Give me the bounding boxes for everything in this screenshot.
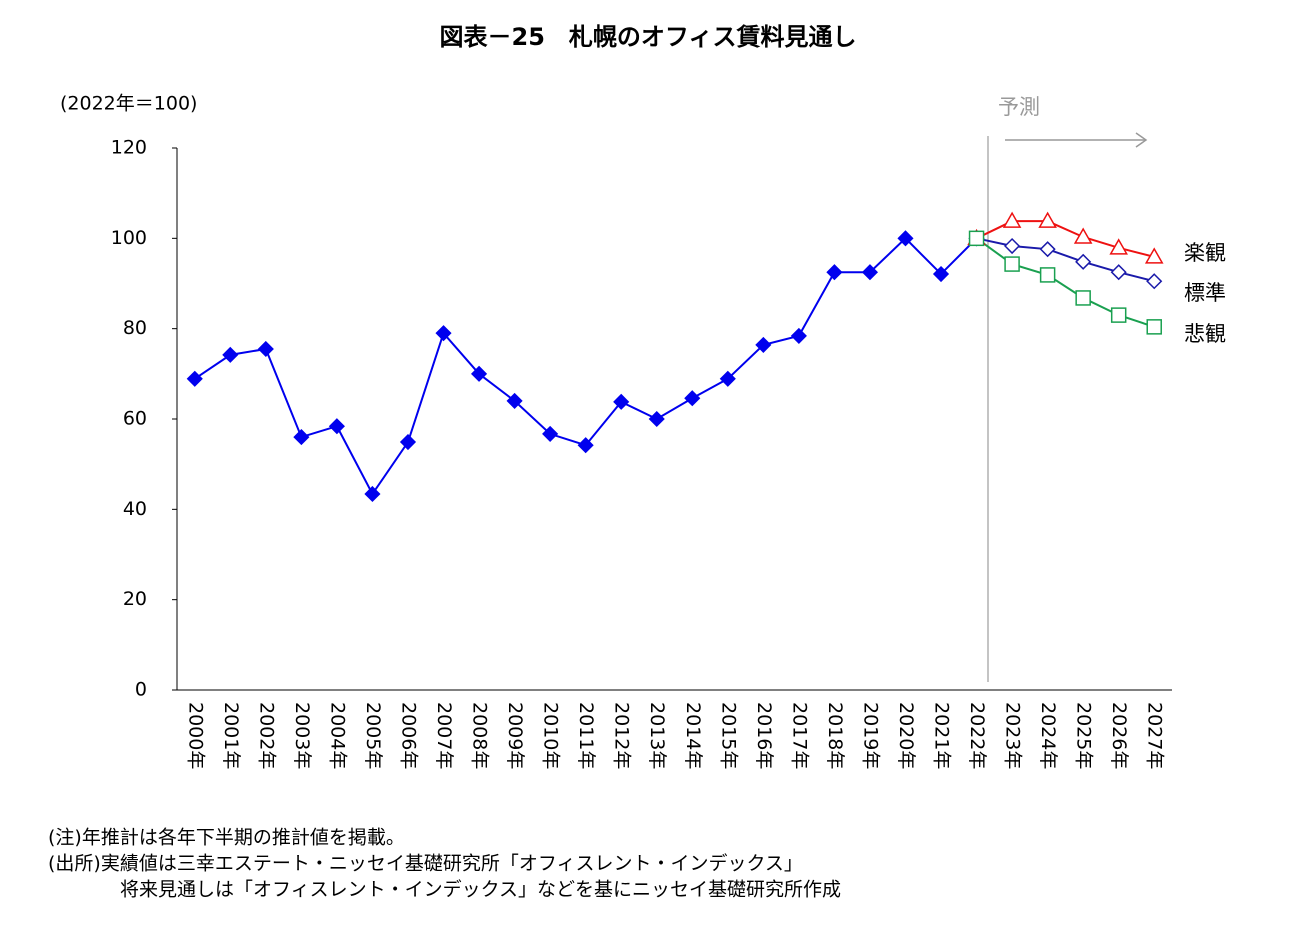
marker — [1109, 238, 1128, 255]
marker — [222, 346, 239, 363]
y-tick-label: 60 — [123, 408, 147, 430]
marker — [399, 433, 417, 451]
x-tick-label: 2014年 — [682, 702, 704, 769]
marker — [719, 370, 736, 387]
marker — [790, 327, 807, 344]
x-tick-label: 2021年 — [931, 702, 953, 769]
note: 将来見通しは「オフィスレント・インデックス」などを基にニッセイ基礎研究所作成 — [120, 879, 841, 901]
y-tick-label: 80 — [123, 317, 147, 339]
x-tick-label: 2004年 — [326, 702, 348, 769]
marker — [932, 265, 950, 283]
marker — [1144, 247, 1164, 264]
marker — [1038, 211, 1057, 228]
x-tick-label: 2001年 — [220, 702, 242, 769]
x-tick-label: 2016年 — [753, 702, 775, 769]
x-tick-label: 2013年 — [646, 702, 668, 769]
series-line — [975, 237, 1155, 328]
x-tick-label: 2020年 — [895, 702, 917, 769]
note: (出所)実績値は三幸エステート・ニッセイ基礎研究所「オフィスレント・インデックス… — [48, 853, 803, 875]
x-tick-label: 2003年 — [291, 702, 313, 769]
y-tick-label: 20 — [123, 588, 147, 610]
marker — [257, 340, 274, 358]
marker — [826, 264, 843, 281]
x-tick-label: 2026年 — [1108, 702, 1130, 769]
marker — [897, 230, 914, 247]
marker — [364, 485, 381, 503]
marker — [1002, 211, 1022, 228]
marker — [1110, 307, 1127, 323]
legend-label: 楽観 — [1184, 241, 1226, 265]
forecast-arrow-head — [1135, 132, 1148, 148]
x-tick-label: 2019年 — [859, 702, 881, 769]
series-line — [976, 237, 1155, 283]
legend-label: 悲観 — [1184, 322, 1226, 346]
marker — [186, 370, 203, 387]
series-line — [976, 220, 1155, 258]
x-tick-label: 2012年 — [611, 702, 633, 769]
x-tick-label: 2010年 — [540, 702, 562, 769]
x-tick-label: 2011年 — [575, 702, 597, 769]
x-tick-label: 2002年 — [255, 702, 277, 769]
y-tick-label: 0 — [135, 679, 147, 701]
x-tick-label: 2006年 — [397, 702, 419, 769]
marker — [293, 429, 310, 446]
y-tick-label: 100 — [111, 227, 147, 249]
forecast-label: 予測 — [998, 95, 1040, 119]
series-line — [194, 236, 978, 496]
x-tick-label: 2025年 — [1073, 702, 1095, 769]
x-tick-label: 2000年 — [184, 702, 206, 769]
x-tick-label: 2007年 — [433, 702, 455, 769]
marker — [648, 410, 665, 428]
marker — [1004, 256, 1020, 272]
marker — [1004, 237, 1021, 255]
marker — [470, 365, 488, 382]
x-tick-label: 2023年 — [1002, 702, 1024, 769]
marker — [1039, 241, 1056, 258]
x-tick-label: 2008年 — [469, 702, 491, 769]
x-tick-label: 2027年 — [1144, 702, 1166, 769]
x-tick-label: 2024年 — [1037, 702, 1059, 769]
marker — [1073, 227, 1093, 244]
marker — [613, 393, 630, 410]
x-tick-label: 2009年 — [504, 702, 526, 769]
marker — [1146, 273, 1163, 290]
x-tick-label: 2022年 — [966, 702, 988, 769]
marker — [968, 230, 985, 247]
marker — [1039, 267, 1056, 283]
marker — [435, 325, 452, 342]
marker — [1075, 253, 1092, 270]
x-tick-label: 2015年 — [717, 702, 739, 769]
marker — [542, 425, 559, 442]
x-tick-label: 2005年 — [362, 702, 384, 769]
x-tick-label: 2017年 — [788, 702, 810, 769]
marker — [577, 437, 594, 454]
legend-label: 標準 — [1184, 281, 1226, 305]
marker — [328, 418, 345, 435]
y-tick-label: 120 — [111, 137, 147, 159]
note: (注)年推計は各年下半期の推計値を掲載。 — [48, 827, 405, 849]
marker — [755, 336, 772, 353]
marker — [1110, 264, 1127, 281]
x-tick-label: 2018年 — [824, 702, 846, 769]
marker — [1075, 290, 1091, 306]
marker — [1146, 319, 1162, 335]
chart-title: 図表－25 札幌のオフィス賃料見通し — [440, 23, 857, 51]
marker — [506, 392, 523, 409]
y-tick-label: 40 — [123, 498, 147, 520]
y-axis-label: (2022年＝100) — [60, 93, 197, 115]
marker — [684, 390, 701, 407]
marker — [861, 264, 879, 281]
